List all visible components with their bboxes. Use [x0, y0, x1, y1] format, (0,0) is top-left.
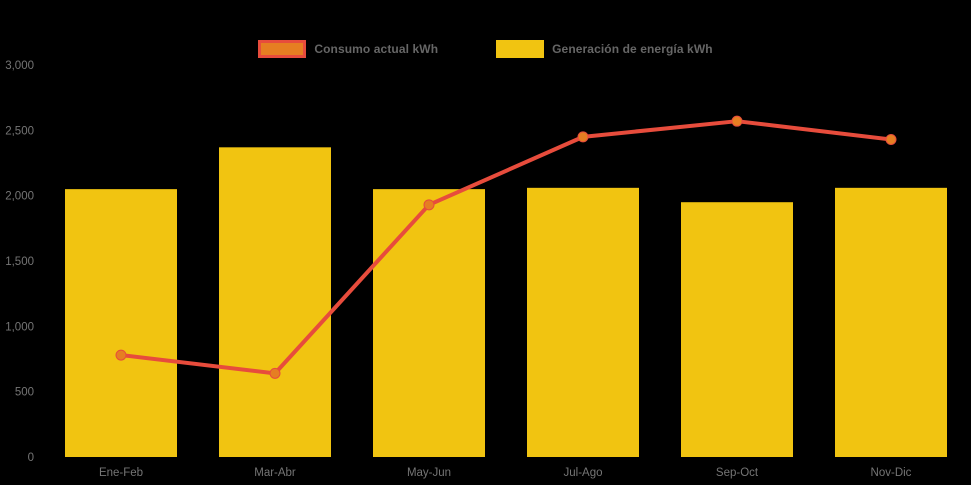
x-axis-label-ene-feb: Ene-Feb [99, 467, 143, 479]
y-axis-tick-label: 0 [28, 452, 34, 464]
legend-swatch-bar-icon [496, 40, 545, 58]
x-axis-label-jul-ago: Jul-Ago [564, 467, 603, 479]
bar-may-jun[interactable] [373, 189, 485, 457]
line-point-may-jun[interactable] [423, 199, 435, 211]
line-point-ene-feb[interactable] [115, 349, 127, 361]
line-point-jul-ago[interactable] [577, 131, 589, 143]
bar-nov-dic[interactable] [835, 187, 947, 457]
line-point-nov-dic[interactable] [885, 133, 897, 145]
legend-label-generacion: Generación de energía kWh [552, 42, 713, 56]
legend-label-consumo: Consumo actual kWh [314, 42, 439, 56]
legend-swatch-line-icon [258, 40, 307, 58]
y-axis-tick-label: 500 [15, 387, 34, 399]
chart-legend: Consumo actual kWh Generación de energía… [0, 40, 971, 58]
y-axis-tick-label: 1,000 [5, 321, 34, 333]
x-axis-label-sep-oct: Sep-Oct [716, 467, 759, 479]
x-axis-label-mar-abr: Mar-Abr [254, 467, 296, 479]
y-axis-tick-label: 1,500 [5, 256, 34, 268]
legend-item-consumo[interactable]: Consumo actual kWh [258, 40, 438, 58]
x-axis-label-may-jun: May-Jun [407, 467, 451, 479]
y-axis-tick-label: 3,000 [5, 60, 34, 72]
bar-jul-ago[interactable] [527, 187, 639, 457]
y-axis-tick-label: 2,500 [5, 125, 34, 137]
line-point-sep-oct[interactable] [731, 115, 743, 127]
x-axis-label-nov-dic: Nov-Dic [871, 467, 912, 479]
bar-sep-oct[interactable] [681, 202, 793, 457]
line-point-mar-abr[interactable] [269, 367, 281, 379]
bar-ene-feb[interactable] [65, 189, 177, 457]
line-consumo [119, 119, 893, 376]
y-axis-tick-label: 2,000 [5, 191, 34, 203]
bar-mar-abr[interactable] [219, 147, 331, 457]
legend-item-generacion[interactable]: Generación de energía kWh [496, 40, 713, 58]
